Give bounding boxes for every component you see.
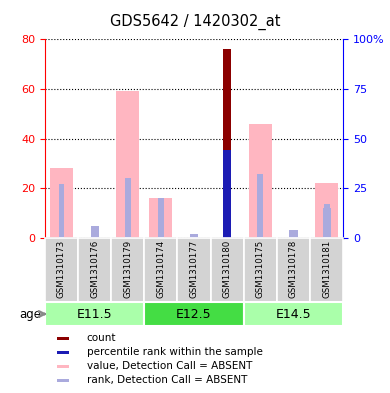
Bar: [211, 238, 244, 303]
Bar: [191, 234, 197, 238]
Bar: [310, 238, 343, 303]
Bar: [244, 238, 277, 303]
Bar: [190, 234, 198, 238]
Bar: [90, 226, 99, 238]
Bar: [144, 238, 177, 303]
Bar: [78, 238, 111, 303]
Bar: [45, 238, 78, 303]
Text: GDS5642 / 1420302_at: GDS5642 / 1420302_at: [110, 14, 280, 30]
Bar: [116, 92, 139, 238]
Text: percentile rank within the sample: percentile rank within the sample: [87, 347, 262, 357]
Bar: [57, 365, 69, 368]
Bar: [289, 230, 298, 238]
Text: GSM1310181: GSM1310181: [322, 240, 331, 298]
Text: GSM1310179: GSM1310179: [123, 240, 132, 298]
Text: GSM1310178: GSM1310178: [289, 240, 298, 298]
Bar: [57, 337, 69, 340]
Bar: [92, 233, 98, 238]
Text: value, Detection Call = ABSENT: value, Detection Call = ABSENT: [87, 361, 252, 371]
Bar: [257, 174, 263, 238]
Bar: [111, 238, 144, 303]
Bar: [57, 351, 69, 354]
Text: count: count: [87, 333, 116, 343]
Bar: [57, 379, 69, 382]
Bar: [291, 232, 296, 238]
Bar: [223, 151, 231, 238]
Text: GSM1310180: GSM1310180: [223, 240, 232, 298]
Text: E14.5: E14.5: [276, 307, 311, 321]
Bar: [177, 238, 211, 303]
Text: GSM1310173: GSM1310173: [57, 240, 66, 298]
Bar: [244, 302, 343, 326]
Bar: [50, 168, 73, 238]
Bar: [277, 238, 310, 303]
Text: age: age: [19, 307, 41, 321]
Bar: [315, 183, 338, 238]
Text: E12.5: E12.5: [176, 307, 212, 321]
Bar: [158, 198, 164, 238]
Bar: [58, 184, 64, 238]
Bar: [45, 302, 144, 326]
Text: GSM1310174: GSM1310174: [156, 240, 165, 298]
Bar: [149, 198, 172, 238]
Bar: [223, 49, 231, 238]
Text: GSM1310176: GSM1310176: [90, 240, 99, 298]
Text: E11.5: E11.5: [77, 307, 112, 321]
Bar: [144, 302, 244, 326]
Text: GSM1310175: GSM1310175: [256, 240, 265, 298]
Bar: [324, 204, 330, 238]
Bar: [125, 178, 131, 238]
Text: rank, Detection Call = ABSENT: rank, Detection Call = ABSENT: [87, 375, 247, 385]
Bar: [323, 208, 331, 238]
Bar: [249, 124, 272, 238]
Text: GSM1310177: GSM1310177: [190, 240, 199, 298]
